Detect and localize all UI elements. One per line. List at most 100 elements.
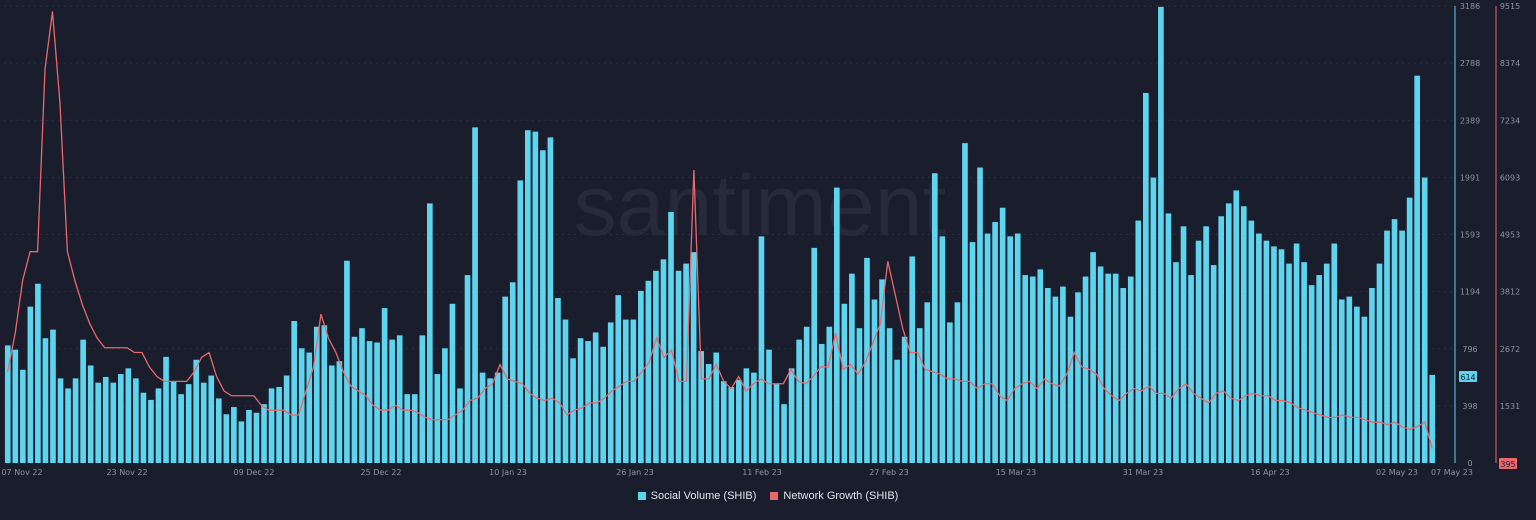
social-volume-bar xyxy=(947,322,953,463)
social-volume-bar xyxy=(20,370,26,463)
social-volume-bar xyxy=(932,173,938,463)
social-volume-bar xyxy=(28,307,34,463)
social-volume-bar xyxy=(600,347,606,463)
social-volume-bar xyxy=(819,344,825,463)
social-volume-bar xyxy=(58,378,64,463)
current-network-badge: 395 xyxy=(1499,458,1517,469)
social-volume-bar xyxy=(412,394,418,463)
chart-legend: Social Volume (SHIB) Network Growth (SHI… xyxy=(0,490,1536,502)
social-volume-bar xyxy=(721,381,727,463)
legend-network-label: Network Growth (SHIB) xyxy=(783,490,898,502)
social-volume-bar xyxy=(110,383,116,463)
social-volume-bar xyxy=(193,360,199,463)
social-volume-bar xyxy=(1294,244,1300,463)
social-volume-bar xyxy=(1279,249,1285,463)
social-volume-bar xyxy=(65,388,71,463)
social-volume-bar xyxy=(728,387,734,463)
social-volume-bar xyxy=(389,340,395,463)
social-volume-bar xyxy=(1045,288,1051,463)
social-volume-bar xyxy=(329,365,335,463)
social-volume-bar xyxy=(811,248,817,463)
social-volume-bar xyxy=(1128,277,1134,463)
social-volume-bar xyxy=(668,212,674,463)
x-tick-label: 11 Feb 23 xyxy=(742,468,782,477)
social-volume-bar xyxy=(548,137,554,463)
social-volume-bar xyxy=(171,381,177,463)
social-volume-bar xyxy=(1392,219,1398,463)
social-volume-bar xyxy=(1158,7,1164,463)
left-tick-label: 2389 xyxy=(1460,116,1480,125)
social-volume-bar xyxy=(992,222,998,463)
social-volume-bar xyxy=(1331,244,1337,463)
social-volume-bar xyxy=(593,332,599,463)
right-tick-label: 4953 xyxy=(1500,231,1520,240)
social-volume-bar xyxy=(638,291,644,463)
x-tick-label: 10 Jan 23 xyxy=(489,468,527,477)
x-tick-label: 16 Apr 23 xyxy=(1250,468,1289,477)
left-axis-ticks: 0 398 796 1194 1593 1991 2389 2788 3186 xyxy=(1460,2,1480,468)
social-volume-bar xyxy=(563,320,569,463)
social-volume-bar xyxy=(1007,236,1013,463)
social-volume-bar xyxy=(1369,288,1375,463)
legend-item-social-volume[interactable]: Social Volume (SHIB) xyxy=(638,490,757,502)
social-volume-bar xyxy=(126,368,132,463)
social-volume-bar xyxy=(962,143,968,463)
x-tick-label: 02 May 23 xyxy=(1376,468,1418,477)
x-tick-label: 15 Mar 23 xyxy=(996,468,1037,477)
social-volume-bar xyxy=(495,373,501,463)
social-volume-bar xyxy=(1098,266,1104,463)
social-volume-bar xyxy=(404,394,410,463)
legend-social-label: Social Volume (SHIB) xyxy=(651,490,757,502)
social-volume-bar xyxy=(887,328,893,463)
social-volume-bar xyxy=(894,360,900,463)
social-volume-bar xyxy=(1037,269,1043,463)
social-volume-bar xyxy=(1151,178,1157,463)
social-volume-bar xyxy=(1105,274,1111,463)
social-volume-bar xyxy=(1022,275,1028,463)
social-volume-bar xyxy=(781,404,787,463)
social-volume-swatch xyxy=(638,492,646,500)
social-volume-bar xyxy=(676,271,682,463)
x-tick-label: 23 Nov 22 xyxy=(106,468,147,477)
social-volume-bar xyxy=(269,388,275,463)
social-volume-bar xyxy=(525,130,531,463)
left-tick-label: 1593 xyxy=(1460,231,1480,240)
right-tick-label: 7234 xyxy=(1500,116,1520,125)
social-volume-bar xyxy=(1271,246,1277,463)
social-volume-bar xyxy=(759,236,765,463)
social-volume-bar xyxy=(555,298,561,463)
social-volume-bar xyxy=(774,384,780,463)
social-volume-bar xyxy=(103,377,109,463)
social-volume-bar xyxy=(254,413,260,463)
x-tick-label: 26 Jan 23 xyxy=(616,468,654,477)
social-volume-bar xyxy=(73,378,79,463)
legend-item-network-growth[interactable]: Network Growth (SHIB) xyxy=(770,490,898,502)
social-volume-bar xyxy=(977,168,983,463)
social-volume-bar xyxy=(736,380,742,463)
current-network-value: 395 xyxy=(1500,460,1515,469)
network-growth-swatch xyxy=(770,492,778,500)
social-volume-bar xyxy=(1233,190,1239,463)
social-volume-bar xyxy=(397,335,403,463)
social-volume-bar xyxy=(502,297,508,463)
social-volume-bar xyxy=(1053,297,1059,463)
social-volume-bar xyxy=(88,365,94,463)
social-volume-bar xyxy=(661,259,667,463)
social-volume-bar xyxy=(1316,275,1322,463)
social-volume-bar xyxy=(163,357,169,463)
right-tick-label: 2672 xyxy=(1500,345,1520,354)
social-volume-bar xyxy=(1000,208,1006,463)
social-volume-bar xyxy=(1264,241,1270,463)
social-volume-bar xyxy=(834,188,840,463)
social-volume-bar xyxy=(1324,264,1330,463)
x-tick-label: 27 Feb 23 xyxy=(869,468,909,477)
social-volume-bar xyxy=(12,350,18,463)
social-volume-bar xyxy=(1083,277,1089,463)
social-volume-bar xyxy=(1173,262,1179,463)
social-volume-bar xyxy=(1188,275,1194,463)
social-volume-bar xyxy=(450,304,456,463)
social-volume-bar xyxy=(631,320,637,463)
social-volume-bar xyxy=(1362,317,1368,463)
social-volume-bar xyxy=(374,343,380,463)
social-volume-bar xyxy=(1339,299,1345,463)
